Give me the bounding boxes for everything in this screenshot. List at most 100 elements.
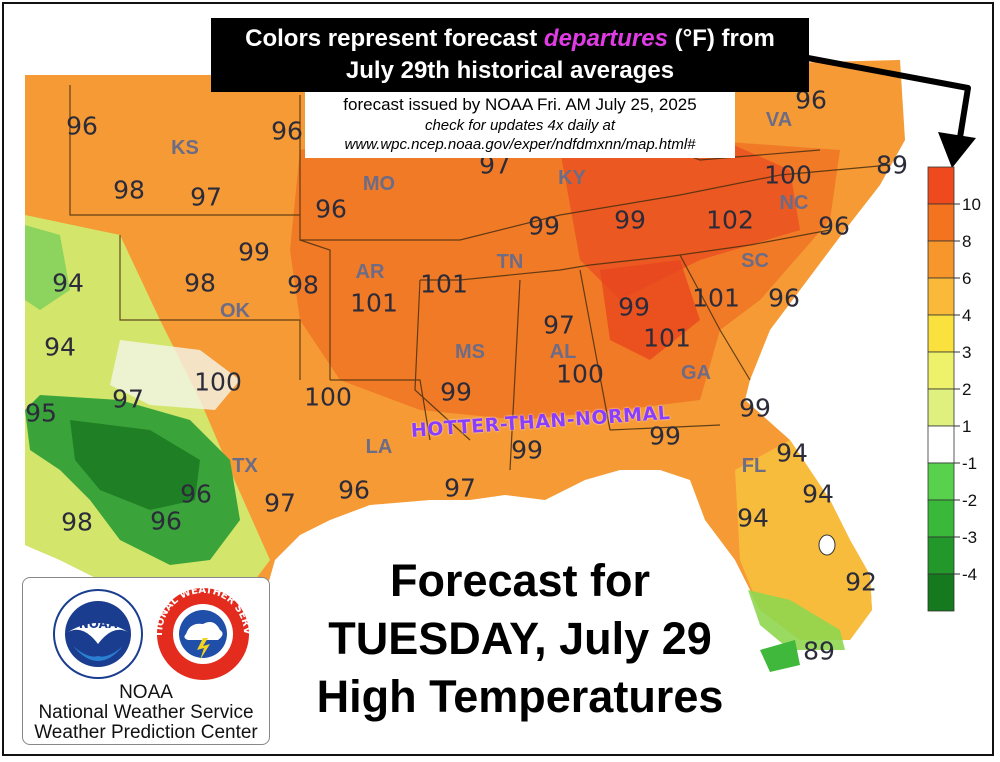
temp-value: 96 — [180, 479, 212, 509]
noaa-logo: NOAA — [53, 589, 143, 679]
legend-label: 8 — [962, 232, 971, 251]
state-label: NC — [779, 192, 809, 214]
legend-label: -1 — [962, 454, 977, 473]
temp-value: 100 — [194, 367, 242, 397]
temp-value: 97 — [543, 310, 575, 340]
legend-color-bar: 10 8 6 4 3 2 1 -1 -2 -3 -4 — [927, 166, 981, 612]
map-title: Colors represent forecast departures (°F… — [211, 18, 809, 92]
temp-value: 97 — [112, 384, 144, 414]
lake-okeechobee — [818, 534, 836, 556]
hot-core-2 — [560, 130, 800, 300]
issued-note: forecast issued by NOAA Fri. AM July 25,… — [305, 92, 735, 158]
temp-value: 96 — [66, 111, 98, 141]
state-label: GA — [681, 362, 711, 384]
temp-value: 89 — [876, 150, 908, 180]
temp-value: 94 — [802, 479, 834, 509]
state-label: KY — [558, 167, 586, 189]
temp-value: 100 — [556, 359, 604, 389]
logo-line-2: National Weather Service — [38, 702, 254, 723]
legend-swatch — [927, 351, 955, 390]
nws-logo: NATIONAL WEATHER SERVICE — [148, 584, 252, 680]
white-texas — [110, 340, 240, 410]
temp-value: 97 — [444, 473, 476, 503]
forecast-line-2: TUESDAY, July 29 — [328, 613, 712, 664]
temp-value: 102 — [706, 205, 754, 235]
state-label: KS — [171, 137, 199, 159]
temp-value: 96 — [768, 283, 800, 313]
state-label: TN — [496, 251, 524, 273]
temp-value: 92 — [845, 567, 877, 597]
legend-label: 6 — [962, 269, 971, 288]
temp-value: 94 — [44, 332, 76, 362]
legend-label: -3 — [962, 528, 977, 547]
state-label: OK — [220, 300, 250, 322]
logo-line-3: Weather Prediction Center — [34, 722, 258, 743]
agency-logo-box: NOAA NATIONAL WEATHER SERVICE NOAA Natio… — [22, 577, 270, 745]
legend-swatch — [927, 277, 955, 316]
temp-value: 99 — [614, 205, 646, 235]
issued-url: www.wpc.ncep.noaa.gov/exper/ndfdmxnn/map… — [344, 136, 696, 153]
temp-value: 99 — [238, 237, 270, 267]
temp-value: 99 — [618, 292, 650, 322]
issued-line-1: forecast issued by NOAA Fri. AM July 25,… — [343, 95, 697, 114]
title-line-1: Colors represent forecast departures (°F… — [245, 25, 775, 52]
state-label: AL — [549, 341, 577, 363]
state-label: VA — [765, 109, 793, 131]
state-label: TX — [232, 455, 258, 477]
temp-value: 96 — [315, 194, 347, 224]
state-label: MO — [362, 173, 396, 195]
forecast-line-1: Forecast for — [389, 555, 651, 606]
temp-value: 96 — [338, 475, 370, 505]
legend-label: 4 — [962, 306, 971, 325]
legend-swatch — [927, 499, 955, 538]
legend-label: -2 — [962, 491, 977, 510]
temp-value: 99 — [440, 377, 472, 407]
hot-core-3 — [600, 260, 700, 360]
legend-label: 1 — [962, 417, 971, 436]
legend-label: 3 — [962, 343, 971, 362]
temp-value: 98 — [287, 270, 319, 300]
state-label: LA — [365, 436, 393, 458]
temp-value: 101 — [350, 288, 398, 318]
temp-value: 94 — [52, 268, 84, 298]
temp-value: 97 — [190, 182, 222, 212]
legend-label: 2 — [962, 380, 971, 399]
temp-value: 99 — [649, 421, 681, 451]
legend-swatch — [927, 462, 955, 501]
temp-value: 96 — [818, 211, 850, 241]
temp-value: 101 — [692, 283, 740, 313]
forecast-headline: Forecast for TUESDAY, July 29 High Tempe… — [300, 552, 740, 726]
legend-swatch — [927, 425, 955, 464]
temp-value: 94 — [776, 438, 808, 468]
legend-swatch — [927, 573, 955, 612]
temp-value: 100 — [304, 382, 352, 412]
temp-value: 98 — [184, 268, 216, 298]
temp-value: 96 — [150, 506, 182, 536]
title-line-2: July 29th historical averages — [345, 57, 675, 84]
temp-value: 101 — [643, 323, 691, 353]
state-label: MS — [455, 341, 485, 363]
temp-value: 100 — [764, 160, 812, 190]
legend-swatch — [927, 203, 955, 242]
temp-value: 97 — [264, 488, 296, 518]
state-label: FL — [741, 455, 767, 477]
forecast-line-3: High Temperatures — [316, 671, 724, 722]
legend-swatch — [927, 536, 955, 575]
noaa-wordmark: NOAA — [79, 617, 118, 631]
florida-yellow — [735, 440, 872, 640]
title-emphasis: departures — [543, 25, 668, 52]
issued-line-2: check for updates 4x daily at — [424, 117, 616, 134]
temp-value: 98 — [61, 507, 93, 537]
temp-value: 98 — [113, 175, 145, 205]
green-texas-dark — [70, 420, 200, 510]
temp-value: 99 — [739, 393, 771, 423]
legend-swatch — [927, 388, 955, 427]
florida-keys — [760, 640, 800, 672]
florida-green — [748, 590, 845, 650]
legend-swatch — [927, 240, 955, 279]
state-label: SC — [741, 250, 769, 272]
green-west-edge — [25, 225, 70, 310]
temp-value: 95 — [25, 398, 57, 428]
temp-value: 89 — [803, 636, 835, 666]
